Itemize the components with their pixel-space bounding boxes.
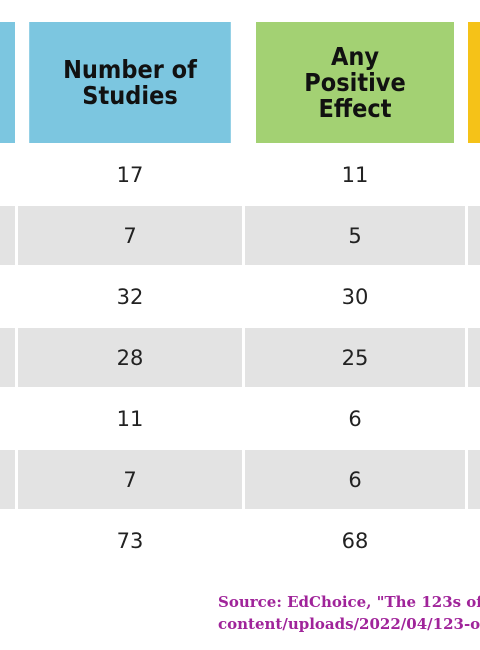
- header-number-of-studies: Number of Studies: [29, 22, 231, 143]
- studies-cell: 17: [116, 162, 144, 187]
- positive-effect-cell: 30: [341, 284, 369, 309]
- table-row: 11 6: [0, 389, 480, 448]
- positive-effect-cell: 5: [348, 223, 362, 248]
- header-cell-right: [468, 22, 480, 143]
- studies-cell: 28: [116, 345, 144, 370]
- studies-cell: 73: [116, 528, 144, 553]
- positive-effect-cell: 25: [341, 345, 369, 370]
- table-row: 17 11: [0, 145, 480, 204]
- studies-cell: 11: [116, 406, 144, 431]
- source-line-1: Source: EdChoice, "The 123s of: [218, 593, 480, 611]
- studies-cell: 32: [116, 284, 144, 309]
- table-row: 28 25: [0, 328, 480, 387]
- positive-effect-cell: 11: [341, 162, 369, 187]
- table-row: 7 6: [0, 450, 480, 509]
- table-row: 7 5: [0, 206, 480, 265]
- results-table: Number of Studies Any Positive Effect 17…: [0, 22, 480, 570]
- table-row: 32 30: [0, 267, 480, 326]
- positive-effect-cell: 68: [341, 528, 369, 553]
- positive-effect-cell: 6: [348, 467, 362, 492]
- source-line-2: content/uploads/2022/04/123-of: [218, 615, 480, 633]
- positive-effect-cell: 6: [348, 406, 362, 431]
- table-header-row: Number of Studies Any Positive Effect: [0, 22, 480, 143]
- studies-cell: 7: [123, 467, 137, 492]
- studies-cell: 7: [123, 223, 137, 248]
- header-any-positive-effect: Any Positive Effect: [256, 22, 454, 143]
- source-citation: Source: EdChoice, "The 123s of content/u…: [218, 591, 480, 635]
- table-row: 73 68: [0, 511, 480, 570]
- header-cell-left: [0, 22, 15, 143]
